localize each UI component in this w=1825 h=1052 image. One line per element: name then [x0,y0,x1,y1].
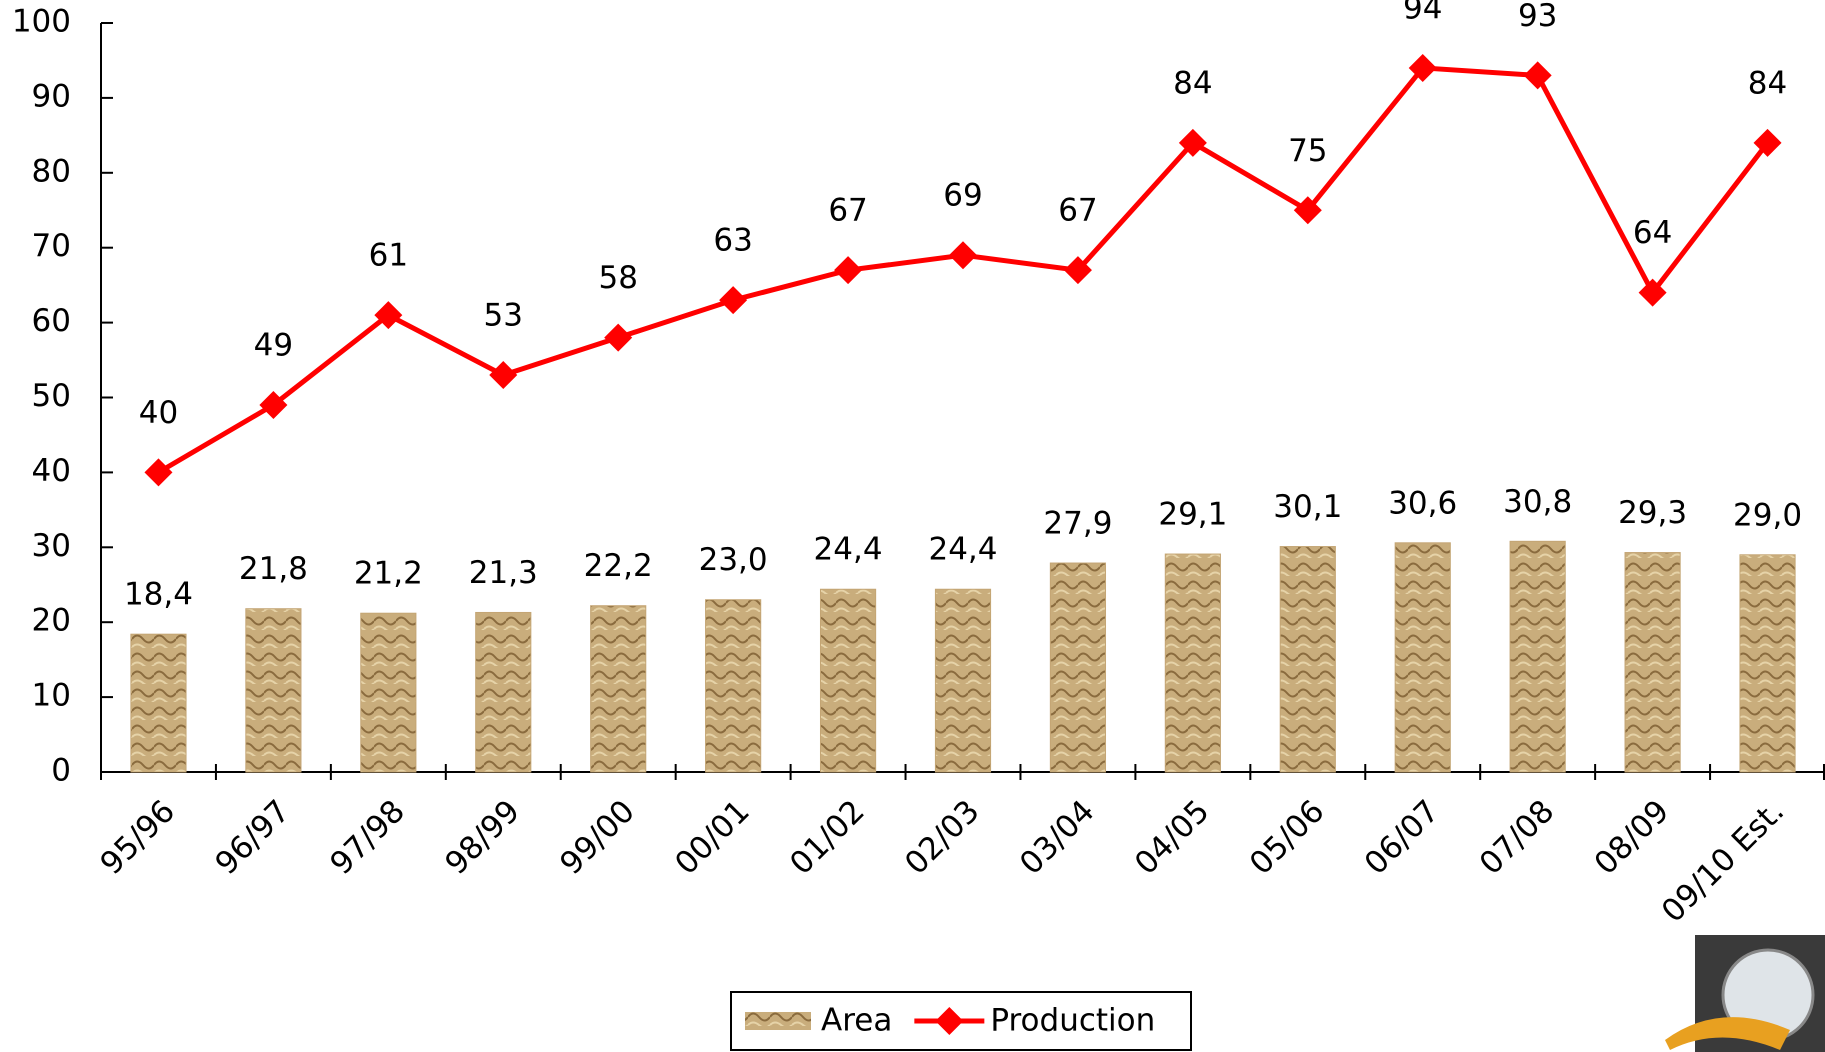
x-tick-label: 01/02 [783,793,872,882]
y-tick-label: 20 [32,603,71,639]
data-label: 27,9 [1043,506,1112,542]
data-label: 29,3 [1618,495,1687,531]
marker [374,301,403,330]
marker [1638,278,1667,307]
bar [130,633,187,773]
data-label: 40 [139,395,178,431]
y-tick-label: 50 [32,378,71,414]
data-label: 21,8 [239,551,308,587]
data-label: 29,1 [1158,497,1227,533]
bar [705,599,762,773]
marker [604,323,633,352]
x-tick-label: 09/10 Est. [1655,793,1791,929]
bar [1279,546,1336,773]
data-label: 84 [1748,65,1787,101]
marker [1293,196,1322,225]
data-label: 30,1 [1273,489,1342,525]
legend-marker [935,1007,964,1035]
x-tick-label: 96/97 [208,793,297,882]
x-tick-label: 02/03 [898,793,987,882]
y-tick-label: 40 [32,453,71,489]
marker [489,361,518,390]
bar [1049,562,1107,773]
bar [1739,554,1796,773]
y-tick-label: 80 [32,153,71,189]
x-tick-label: 05/06 [1243,793,1332,882]
x-tick-label: 08/09 [1588,793,1677,882]
data-label: 67 [828,193,867,229]
data-label: 29,0 [1733,497,1802,533]
marker [719,286,748,315]
y-tick-label: 100 [12,4,71,40]
bar [590,605,647,773]
bar [1509,540,1566,773]
data-label: 30,6 [1388,485,1457,521]
data-label: 18,4 [124,577,193,613]
bar [475,611,532,773]
data-label: 30,8 [1503,484,1572,520]
y-tick-label: 30 [32,528,71,564]
data-label: 53 [484,298,523,334]
legend-label: Production [990,1003,1155,1039]
y-tick-label: 10 [32,678,71,714]
bar [245,608,302,773]
data-label: 63 [713,223,752,259]
bar [934,588,992,773]
x-tick-label: 95/96 [94,793,183,882]
data-label: 49 [254,327,293,363]
data-label: 22,2 [584,548,653,584]
data-label: 94 [1403,0,1442,26]
marker [144,458,173,487]
legend-label: Area [821,1003,892,1039]
y-tick-label: 70 [32,228,71,264]
x-tick-label: 97/98 [323,793,412,882]
marker [1753,128,1782,157]
bar [819,588,877,773]
data-label: 58 [598,260,637,296]
data-label: 69 [943,178,982,214]
bar [360,612,417,773]
bar [1624,552,1681,773]
y-tick-label: 60 [32,303,71,339]
data-label: 61 [369,238,408,274]
x-tick-label: 98/99 [438,793,527,882]
x-tick-label: 99/00 [553,793,642,882]
legend: Area Production [730,991,1192,1051]
bar [1164,553,1221,773]
y-tick-label: 90 [32,78,71,114]
x-tick-label: 03/04 [1013,793,1102,882]
marker [834,256,863,285]
data-label: 21,3 [469,555,538,591]
marker [1523,61,1552,90]
marker [949,241,977,270]
data-label: 23,0 [699,542,768,578]
logo [1665,935,1825,1052]
marker [1178,128,1207,157]
data-label: 75 [1288,133,1327,169]
x-tick-label: 04/05 [1128,793,1217,882]
data-label: 24,4 [928,532,997,568]
data-label: 93 [1518,0,1557,34]
y-tick-label: 0 [51,753,71,789]
x-tick-label: 07/08 [1473,793,1562,882]
data-label: 21,2 [354,556,423,592]
x-tick-label: 00/01 [668,793,757,882]
x-tick-label: 06/07 [1358,793,1447,882]
legend-swatch [745,1012,811,1030]
data-label: 84 [1173,65,1212,101]
bar [1394,542,1451,773]
marker [1408,53,1437,82]
data-label: 67 [1058,193,1097,229]
marker [259,390,288,419]
data-label: 64 [1633,215,1672,251]
marker [1063,256,1092,285]
data-label: 24,4 [814,532,883,568]
